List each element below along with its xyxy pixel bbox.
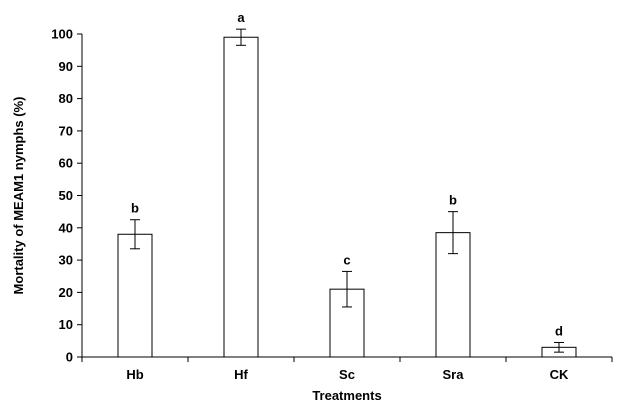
x-tick-label: Hf xyxy=(234,367,248,382)
y-tick-label: 40 xyxy=(59,220,73,235)
significance-label: a xyxy=(237,10,245,25)
y-tick-label: 10 xyxy=(59,317,73,332)
x-tick-label: Sc xyxy=(339,367,355,382)
significance-label: d xyxy=(555,323,563,338)
y-tick-label: 90 xyxy=(59,59,73,74)
significance-label: b xyxy=(131,201,139,216)
y-tick-label: 70 xyxy=(59,123,73,138)
x-tick-label: CK xyxy=(550,367,569,382)
x-axis: Hb Hf Sc Sra CK xyxy=(81,356,613,382)
y-tick-label: 60 xyxy=(59,156,73,171)
x-axis-title: Treatments xyxy=(312,388,381,403)
bar-hf xyxy=(223,36,259,358)
x-tick-label: Sra xyxy=(443,367,465,382)
y-tick-label: 50 xyxy=(59,188,73,203)
y-tick-label: 20 xyxy=(59,285,73,300)
y-tick-label: 100 xyxy=(51,27,73,42)
significance-label: c xyxy=(343,252,350,267)
y-tick-label: 80 xyxy=(59,91,73,106)
bars: b a c b d xyxy=(117,10,577,358)
significance-label: b xyxy=(449,193,457,208)
y-axis-title: Mortality of MEAM1 nymphs (%) xyxy=(11,97,26,295)
bar-hb xyxy=(117,233,153,358)
x-tick-label: Hb xyxy=(126,367,143,382)
y-tick-label: 30 xyxy=(59,253,73,268)
y-tick-label: 0 xyxy=(66,350,73,365)
y-axis: 0 10 20 30 40 50 60 70 80 90 100 xyxy=(51,27,83,365)
